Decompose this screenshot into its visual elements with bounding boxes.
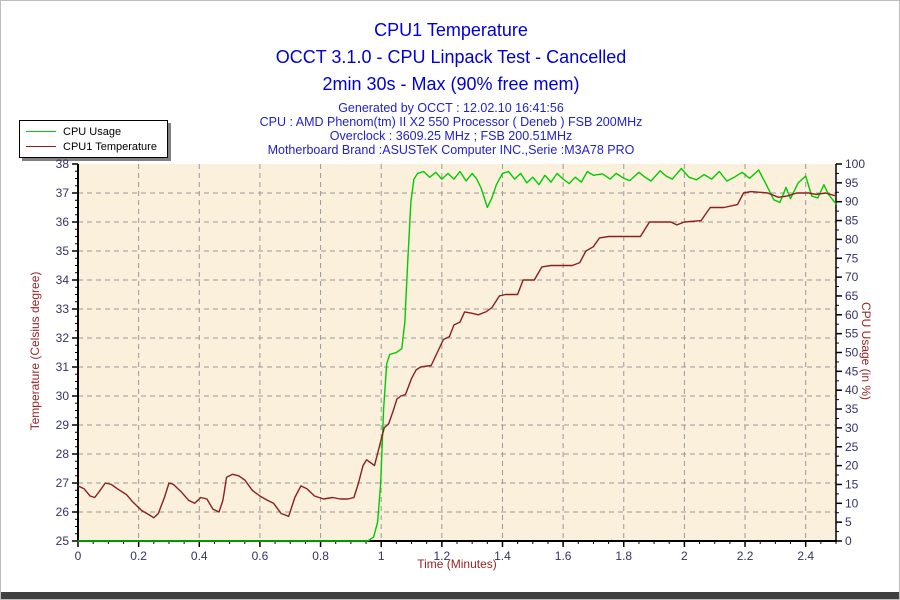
chart-title: CPU1 Temperature: [374, 20, 528, 40]
y-right-tick-label: 85: [845, 214, 859, 228]
info-overclock: Overclock : 3609.25 MHz ; FSB 200.51MHz: [329, 129, 573, 143]
x-axis-label-time: Time (Minutes): [417, 557, 497, 571]
y-right-tick-label: 80: [845, 232, 859, 246]
y-right-tick-label: 45: [845, 364, 859, 378]
x-tick-label: 2: [681, 549, 688, 563]
cpu1-temperature-line-swatch: [26, 146, 56, 147]
legend-item-cpu-usage: CPU Usage: [26, 124, 157, 139]
y-right-tick-label: 15: [845, 477, 859, 491]
x-tick-label: 0.8: [312, 549, 329, 563]
chart-title-block: CPU1 Temperature OCCT 3.1.0 - CPU Linpac…: [1, 17, 899, 98]
legend-label-cpu1-temperature: CPU1 Temperature: [63, 140, 157, 153]
chart-legend: CPU Usage CPU1 Temperature: [19, 120, 168, 158]
y-right-tick-label: 10: [845, 496, 859, 510]
y-right-tick-label: 30: [845, 421, 859, 435]
y-left-tick-label: 36: [56, 215, 70, 229]
y-left-tick-label: 35: [56, 244, 70, 258]
x-tick-label: 2.2: [737, 549, 754, 563]
legend-item-cpu1-temperature: CPU1 Temperature: [26, 139, 157, 154]
y-left-tick-label: 31: [56, 360, 70, 374]
y-right-tick-label: 25: [845, 440, 859, 454]
x-tick-label: 2.4: [797, 549, 814, 563]
info-cpu: CPU : AMD Phenom(tm) II X2 550 Processor…: [259, 115, 643, 129]
legend-label-cpu-usage: CPU Usage: [63, 125, 122, 138]
y-right-tick-label: 0: [845, 534, 852, 548]
y-right-tick-label: 40: [845, 383, 859, 397]
y-right-tick-label: 70: [845, 270, 859, 284]
x-tick-label: 1.8: [615, 549, 632, 563]
y-right-tick-label: 90: [845, 195, 859, 209]
x-tick-label: 0.6: [252, 549, 269, 563]
y-left-tick-label: 37: [56, 186, 70, 200]
y-right-tick-label: 20: [845, 459, 859, 473]
x-tick-label: 1.6: [555, 549, 572, 563]
x-tick-label: 0: [75, 549, 82, 563]
y-left-tick-label: 33: [56, 302, 70, 316]
y-left-tick-label: 34: [56, 273, 70, 287]
x-tick-label: 0.2: [130, 549, 147, 563]
y-right-tick-label: 60: [845, 308, 859, 322]
y-right-tick-label: 65: [845, 289, 859, 303]
plot-area: [78, 164, 836, 541]
y-left-tick-label: 28: [56, 447, 70, 461]
chart-subtitle-duration: 2min 30s - Max (90% free mem): [322, 74, 580, 94]
cpu1-temperature-line: [77, 190, 837, 519]
cpu-usage-line: [77, 167, 837, 542]
cpu-usage-line-swatch: [26, 131, 56, 132]
system-info-block: Generated by OCCT : 12.02.10 16:41:56 CP…: [1, 101, 899, 157]
y-right-tick-label: 50: [845, 346, 859, 360]
x-tick-label: 1.4: [494, 549, 511, 563]
chart-subtitle-test: OCCT 3.1.0 - CPU Linpack Test - Cancelle…: [275, 47, 627, 67]
y-right-tick-label: 95: [845, 176, 859, 190]
x-tick-label: 1.2: [433, 549, 450, 563]
y-right-tick-label: 35: [845, 402, 859, 416]
y-left-tick-label: 25: [56, 534, 70, 548]
y-right-tick-label: 75: [845, 251, 859, 265]
y-right-tick-label: 5: [845, 515, 852, 529]
y-left-tick-label: 27: [56, 476, 70, 490]
y-left-tick-label: 38: [56, 157, 70, 171]
x-tick-label: 1: [378, 549, 385, 563]
y-right-tick-label: 55: [845, 327, 859, 341]
info-motherboard: Motherboard Brand :ASUSTeK Computer INC.…: [267, 143, 635, 157]
y-left-tick-label: 26: [56, 505, 70, 519]
y-left-tick-label: 30: [56, 389, 70, 403]
info-generated: Generated by OCCT : 12.02.10 16:41:56: [338, 101, 564, 115]
y-left-tick-label: 32: [56, 331, 70, 345]
y-right-tick-label: 100: [845, 157, 865, 171]
window-bottom-edge: [1, 592, 899, 599]
x-tick-label: 0.4: [191, 549, 208, 563]
y-left-tick-label: 29: [56, 418, 70, 432]
